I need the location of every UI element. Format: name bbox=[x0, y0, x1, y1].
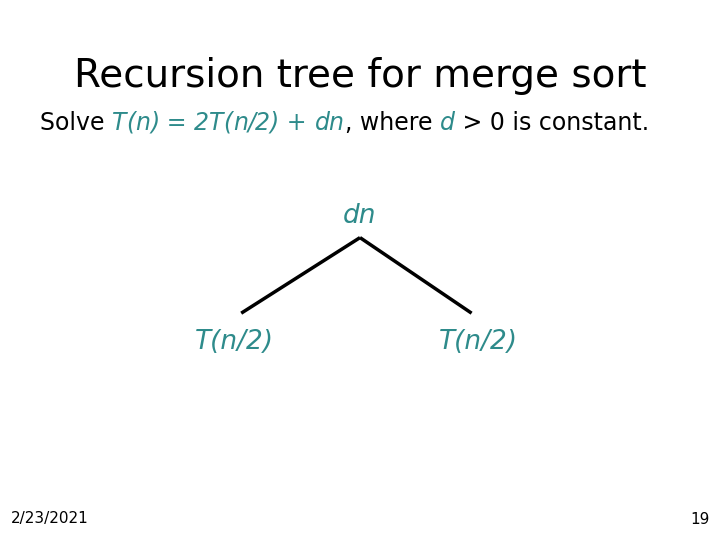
Text: /2) +: /2) + bbox=[248, 111, 315, 134]
Text: dn: dn bbox=[343, 204, 377, 230]
Text: ) = 2: ) = 2 bbox=[150, 111, 210, 134]
Text: dn: dn bbox=[315, 111, 345, 134]
Text: Solve: Solve bbox=[40, 111, 112, 134]
Text: 2/23/2021: 2/23/2021 bbox=[11, 511, 89, 526]
Text: , where: , where bbox=[345, 111, 440, 134]
Text: T(n/2): T(n/2) bbox=[439, 329, 518, 355]
Text: (: ( bbox=[224, 111, 233, 134]
Text: n: n bbox=[233, 111, 248, 134]
Text: T: T bbox=[210, 111, 224, 134]
Text: d: d bbox=[440, 111, 455, 134]
Text: (: ( bbox=[126, 111, 135, 134]
Text: T: T bbox=[112, 111, 126, 134]
Text: n: n bbox=[135, 111, 150, 134]
Text: Recursion tree for merge sort: Recursion tree for merge sort bbox=[73, 57, 647, 94]
Text: 19: 19 bbox=[690, 511, 709, 526]
Text: > 0 is constant.: > 0 is constant. bbox=[455, 111, 649, 134]
Text: T(n/2): T(n/2) bbox=[194, 329, 274, 355]
